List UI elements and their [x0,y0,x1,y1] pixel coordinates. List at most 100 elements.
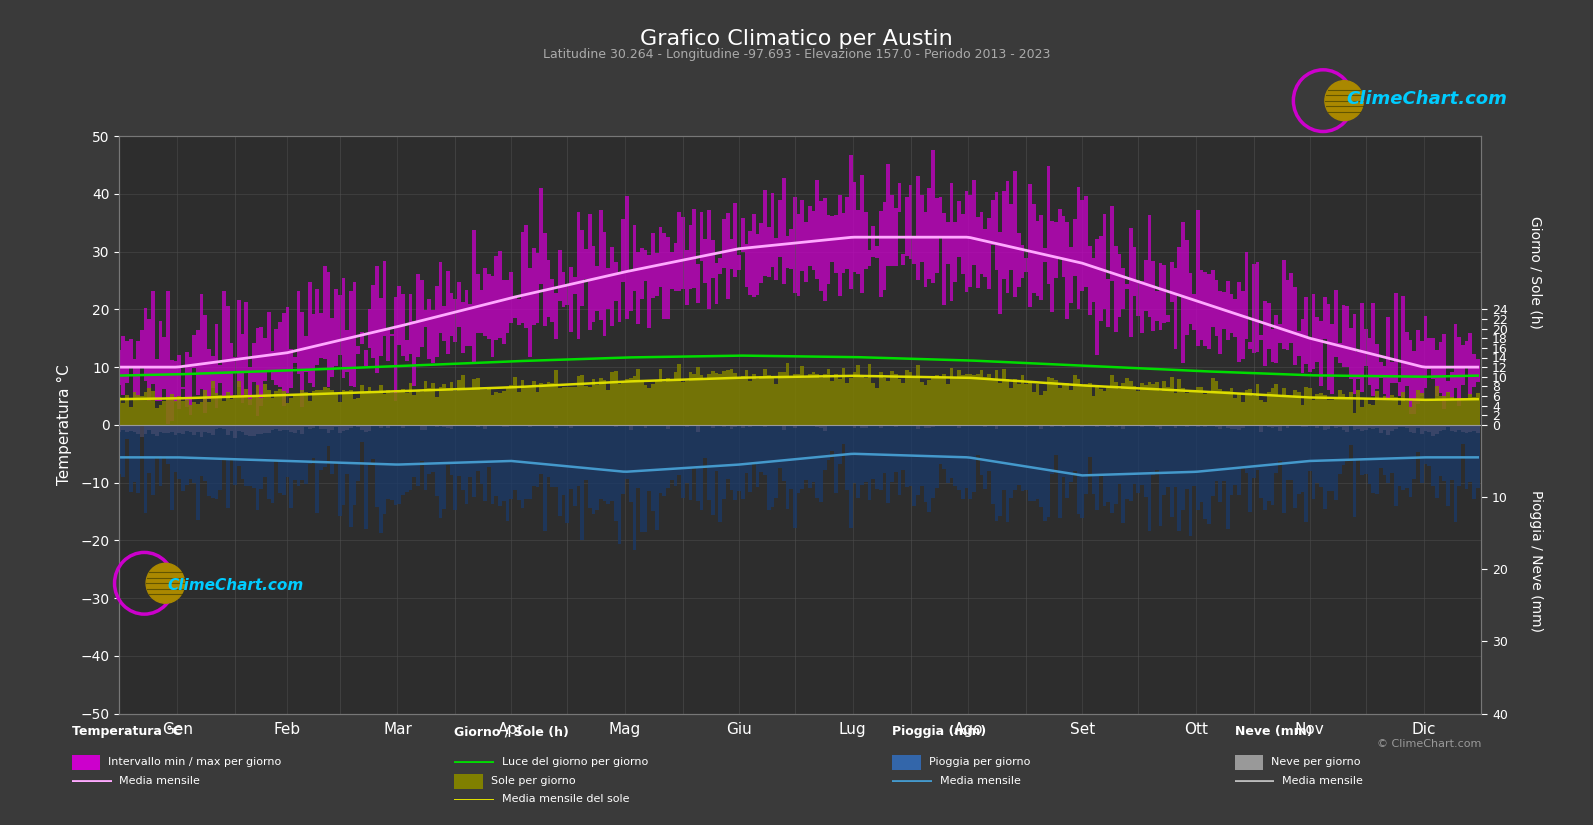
Bar [516,425,521,500]
Bar [1118,253,1121,318]
Bar [1405,401,1408,425]
Bar [1118,425,1121,484]
Bar [1319,394,1322,425]
Bar [613,425,618,427]
Bar [529,386,532,425]
Bar [162,425,166,433]
Bar [1047,378,1050,425]
Bar [1461,346,1464,384]
Bar [502,280,505,345]
Bar [1282,260,1286,349]
Bar [188,405,193,425]
Bar [532,248,535,326]
Bar [1241,425,1244,467]
Bar [499,425,502,507]
Bar [174,361,177,403]
Bar [424,425,427,430]
Bar [137,425,140,434]
Bar [304,425,307,484]
Bar [285,403,290,425]
Bar [554,293,558,339]
Bar [1080,385,1085,425]
Bar [789,425,793,489]
Bar [685,425,688,483]
Bar [1016,233,1021,287]
Bar [468,425,472,477]
Bar [1383,425,1386,475]
Bar [602,380,607,425]
Bar [510,385,513,425]
Bar [618,425,621,544]
Bar [1327,425,1330,491]
Bar [908,425,913,486]
Bar [1386,398,1391,425]
Bar [726,370,730,425]
Bar [766,375,771,425]
Bar [1308,425,1311,471]
Bar [1192,425,1196,486]
Bar [1227,425,1230,530]
Bar [693,425,696,468]
Bar [1282,425,1286,513]
Bar [330,425,335,431]
Bar [852,182,857,272]
Bar [1305,425,1308,427]
Bar [323,266,327,359]
Bar [796,214,801,296]
Bar [1294,390,1297,425]
Bar [674,372,677,425]
Bar [1364,399,1368,425]
Bar [841,425,846,445]
Bar [401,295,405,356]
Bar [1147,425,1152,531]
Bar [1458,425,1461,486]
Bar [443,425,446,509]
Bar [330,390,335,425]
Bar [596,425,599,510]
Bar [1375,344,1380,389]
Bar [1244,390,1249,425]
Bar [1438,425,1442,476]
Bar [296,291,301,374]
Bar [454,425,457,511]
Bar [1322,395,1327,425]
Bar [1188,425,1192,536]
Bar [221,425,226,458]
Bar [730,425,733,490]
Bar [1416,425,1419,428]
Bar [443,306,446,342]
Bar [1402,425,1405,490]
Bar [279,425,282,493]
Bar [393,297,398,401]
Bar [1249,342,1252,350]
Bar [1416,425,1419,452]
Bar [969,374,972,425]
Bar [521,232,524,323]
Bar [629,425,632,430]
Bar [1322,425,1327,430]
Bar [1005,380,1010,425]
Bar [196,425,199,520]
Bar [1158,263,1163,330]
Bar [282,313,285,406]
Bar [249,425,252,436]
Bar [1469,333,1472,395]
Bar [1319,425,1322,487]
Bar [991,200,994,245]
Bar [296,425,301,486]
Bar [1386,425,1391,435]
Bar [1327,304,1330,390]
Bar [1080,425,1085,518]
Bar [413,395,416,425]
Bar [671,425,674,480]
Bar [647,255,652,328]
Bar [696,425,699,501]
Bar [954,425,957,486]
Bar [591,425,596,514]
Bar [1274,315,1278,363]
Bar [319,314,323,358]
Bar [1271,425,1274,506]
Bar [465,425,468,504]
Bar [177,425,182,433]
Bar [629,425,632,502]
